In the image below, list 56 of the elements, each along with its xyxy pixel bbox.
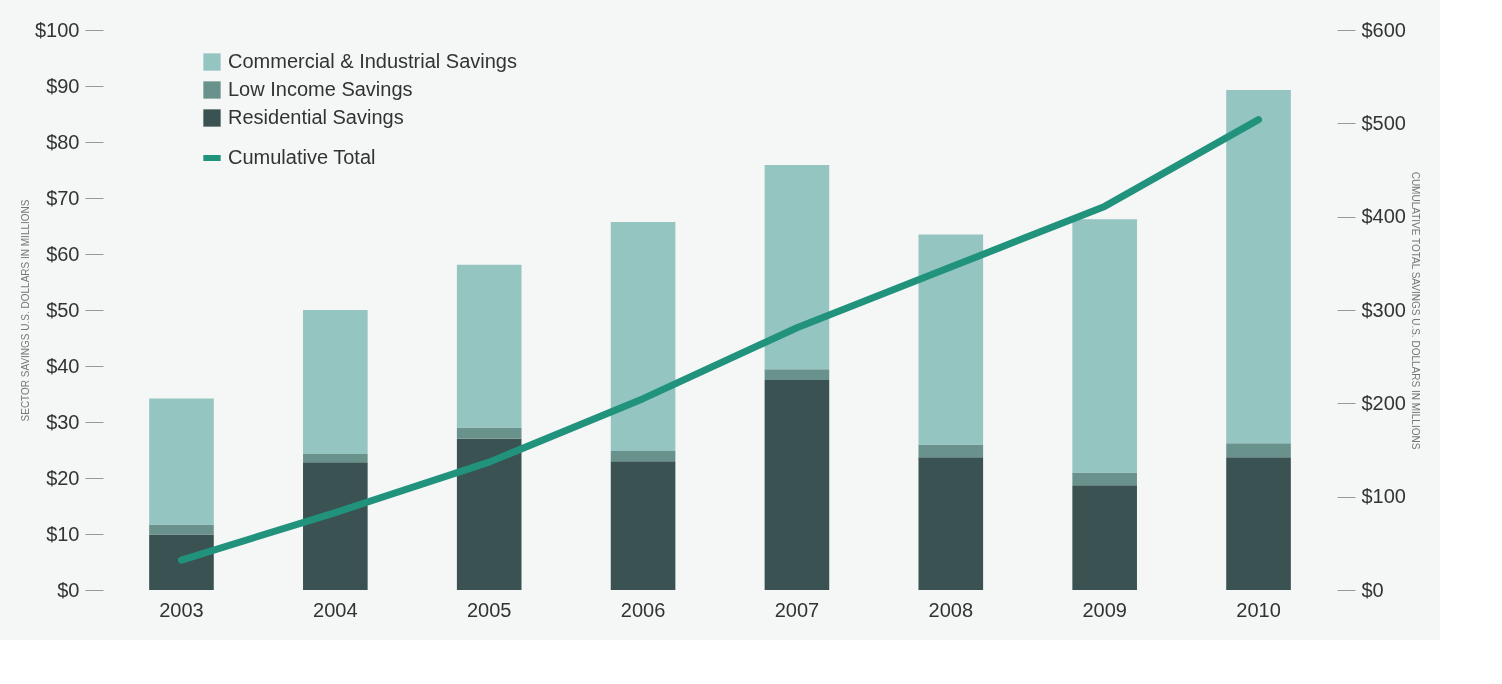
x-tick-label: 2009 — [1082, 598, 1127, 621]
bar — [1226, 443, 1291, 458]
x-tick-label: 2004 — [313, 598, 358, 621]
bar — [610, 461, 676, 590]
bar — [1226, 89, 1291, 444]
bar — [456, 264, 522, 428]
y-tick-label: $60 — [46, 242, 80, 265]
bar — [764, 369, 830, 380]
bar — [918, 234, 984, 445]
y-tick-label: $30 — [46, 410, 80, 433]
bar — [764, 164, 830, 370]
y2-tick-label: $0 — [1361, 578, 1384, 601]
bar — [918, 444, 984, 458]
y-tick-label: $50 — [46, 298, 80, 321]
y-tick-label: $10 — [46, 522, 80, 545]
y-axis-title: SECTOR SAVINGS U.S. DOLLARS IN MILLIONS — [20, 199, 32, 422]
legend-label: Residential Savings — [228, 106, 404, 128]
y2-tick-label: $400 — [1361, 205, 1406, 228]
bar — [1072, 219, 1137, 473]
y-tick-label: $20 — [46, 466, 80, 489]
bar — [303, 310, 368, 454]
y-tick-label: $40 — [46, 354, 80, 377]
x-tick-label: 2007 — [774, 598, 820, 621]
bar — [456, 438, 522, 590]
legend-label: Commercial & Industrial Savings — [228, 50, 517, 72]
bar — [1072, 472, 1137, 486]
y2-tick-label: $100 — [1361, 485, 1406, 508]
y2-tick-label: $200 — [1361, 391, 1406, 414]
y-tick-label: $90 — [46, 74, 80, 97]
y-tick-label: $80 — [46, 130, 80, 153]
y-tick-label: $100 — [35, 18, 80, 41]
bar — [149, 398, 214, 525]
y2-tick-label: $600 — [1361, 18, 1406, 41]
y2-tick-label: $500 — [1361, 111, 1406, 134]
bar — [918, 457, 984, 590]
x-tick-label: 2006 — [620, 598, 666, 621]
bar — [149, 524, 214, 535]
bar — [1226, 457, 1291, 590]
y2-axis-title: CUMULATIVE TOTAL SAVINGS U.S. DOLLARS IN MILLIONS — [1409, 171, 1421, 450]
y-tick-label: $70 — [46, 186, 80, 209]
x-tick-label: 2010 — [1236, 598, 1281, 621]
x-tick-label: 2003 — [159, 598, 204, 621]
bar — [303, 462, 368, 590]
bar — [610, 222, 676, 452]
bar — [149, 534, 214, 590]
x-tick-label: 2005 — [466, 598, 512, 621]
bar — [456, 427, 522, 439]
bar — [303, 453, 368, 463]
x-tick-label: 2008 — [928, 598, 974, 621]
bar — [764, 380, 830, 590]
legend-label: Low Income Savings — [228, 78, 413, 100]
bar — [610, 451, 676, 462]
bar — [1072, 485, 1137, 590]
legend-label: Cumulative Total — [228, 146, 376, 168]
y2-tick-label: $300 — [1361, 298, 1406, 321]
y-tick-label: $0 — [57, 578, 80, 601]
